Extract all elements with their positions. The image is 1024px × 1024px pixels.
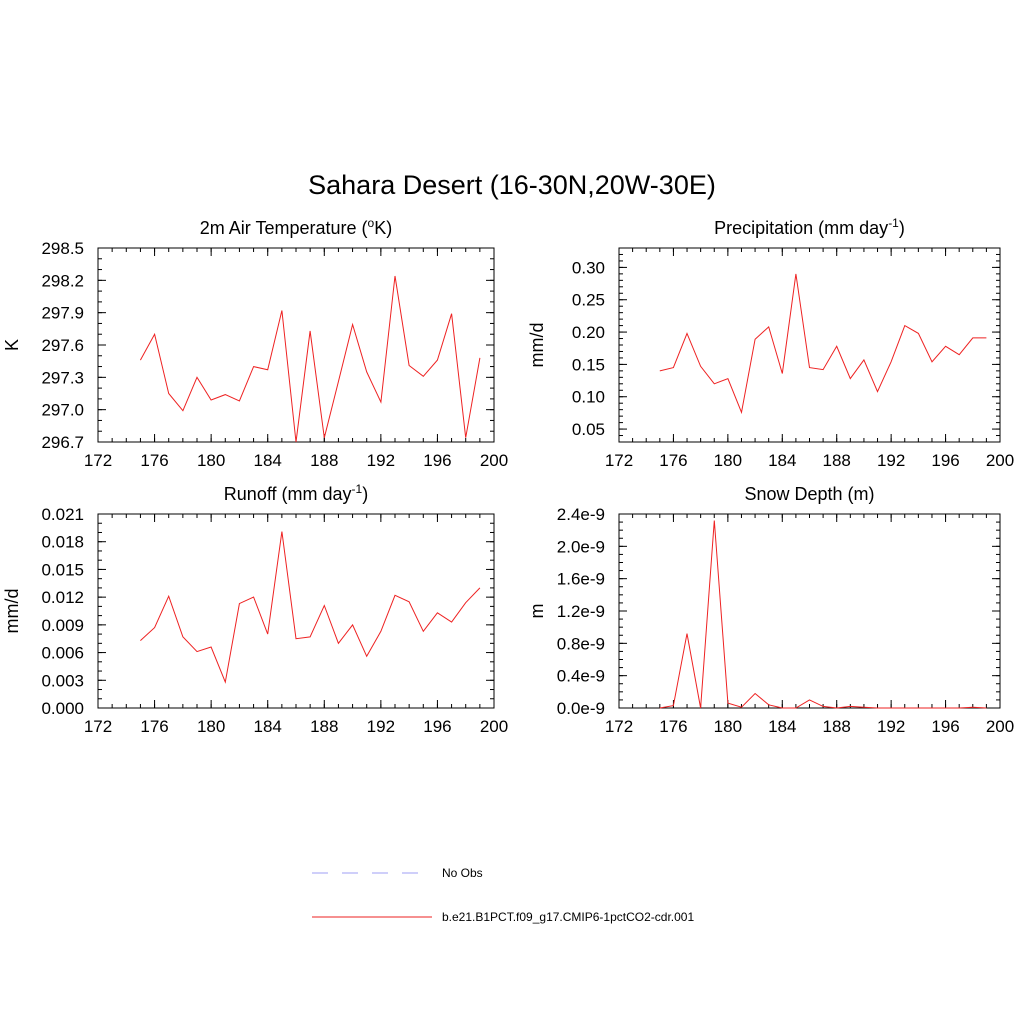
y-tick-label: 0.006 <box>41 644 84 663</box>
series-line <box>139 275 481 443</box>
x-tick-label: 176 <box>140 451 168 470</box>
panel-title-text: Precipitation (mm day <box>714 218 888 238</box>
legend: No Obs b.e21.B1PCT.f09_g17.CMIP6-1pctCO2… <box>312 866 694 924</box>
y-tick-label: 297.6 <box>41 336 84 355</box>
y-tick-label: 0.018 <box>41 533 84 552</box>
x-tick-label: 196 <box>423 451 451 470</box>
y-tick-label: 296.7 <box>41 433 84 452</box>
panel-snow-depth: 172 176 180 184 188 192 196 200 0.0e-9 0.4e-9 0.8e… <box>527 484 1014 736</box>
x-tick-label: 192 <box>877 717 905 736</box>
x-tick-label: 192 <box>367 717 395 736</box>
x-tick-label: 176 <box>659 451 687 470</box>
x-tick-label: 184 <box>254 451 282 470</box>
x-tick-label: 188 <box>823 451 851 470</box>
y-tick-label: 0.0e-9 <box>557 699 605 718</box>
y-axis-label: mm/d <box>527 323 547 368</box>
x-tick-label: 180 <box>714 451 742 470</box>
y-tick-label: 0.20 <box>572 323 605 342</box>
panel-title-tail: ) <box>899 218 905 238</box>
y-axis-label: mm/d <box>2 589 22 634</box>
y-tick-label: 297.0 <box>41 401 84 420</box>
x-tick-label: 172 <box>84 717 112 736</box>
panel-air-temperature: 172 176 180 184 188 192 196 200 296.7 297.0 297.3 2… <box>2 216 508 470</box>
panel-precipitation: 172 176 180 184 188 192 196 200 0.05 0.10 0.15 0.20… <box>527 216 1014 470</box>
figure-title: Sahara Desert (16-30N,20W-30E) <box>308 170 716 200</box>
y-tick-label: 0.4e-9 <box>557 667 605 686</box>
panel-title-text: Snow Depth (m) <box>744 484 874 504</box>
legend-label-model-run: b.e21.B1PCT.f09_g17.CMIP6-1pctCO2-cdr.00… <box>442 910 694 924</box>
panel-title-tail: ) <box>362 484 368 504</box>
panel-title-superscript: -1 <box>352 482 363 496</box>
y-tick-label: 0.012 <box>41 588 84 607</box>
panel-title-tail: K) <box>374 218 392 238</box>
x-tick-label: 176 <box>140 717 168 736</box>
plot-frame <box>618 247 1001 443</box>
series-line <box>659 273 987 415</box>
y-tick-label: 0.25 <box>572 291 605 310</box>
y-tick-label: 1.6e-9 <box>557 570 605 589</box>
y-tick-label: 2.0e-9 <box>557 537 605 556</box>
x-tick-label: 196 <box>931 451 959 470</box>
x-tick-label: 188 <box>310 451 338 470</box>
y-tick-label: 298.5 <box>41 239 84 258</box>
x-tick-label: 192 <box>367 451 395 470</box>
legend-label-no-obs: No Obs <box>442 866 483 880</box>
y-axis-label: m <box>527 604 547 619</box>
x-tick-label: 200 <box>480 451 508 470</box>
x-tick-label: 188 <box>823 717 851 736</box>
y-axis-label: K <box>2 339 22 351</box>
x-tick-label: 200 <box>986 717 1014 736</box>
x-tick-label: 196 <box>423 717 451 736</box>
x-tick-label: 172 <box>605 451 633 470</box>
x-tick-label: 180 <box>197 717 225 736</box>
x-tick-label: 200 <box>986 451 1014 470</box>
x-tick-label: 192 <box>877 451 905 470</box>
x-tick-label: 176 <box>659 717 687 736</box>
x-tick-label: 180 <box>197 451 225 470</box>
y-tick-label: 2.4e-9 <box>557 505 605 524</box>
y-tick-label: 0.05 <box>572 420 605 439</box>
panel-runoff: 172 176 180 184 188 192 196 200 0.000 0.003 0.006 0… <box>2 482 508 736</box>
y-tick-label: 0.10 <box>572 388 605 407</box>
x-tick-label: 196 <box>931 717 959 736</box>
y-tick-label: 0.000 <box>41 699 84 718</box>
series-line <box>140 531 481 684</box>
panel-title-text: Runoff (mm day <box>224 484 352 504</box>
y-tick-label: 0.015 <box>41 560 84 579</box>
y-tick-label: 0.15 <box>572 355 605 374</box>
y-tick-label: 0.003 <box>41 671 84 690</box>
y-tick-label: 0.30 <box>572 258 605 277</box>
x-tick-label: 172 <box>605 717 633 736</box>
panel-title: 2m Air Temperature (oK) <box>200 216 392 238</box>
panel-title-text: 2m Air Temperature ( <box>200 218 368 238</box>
panel-title: Runoff (mm day-1) <box>224 482 368 504</box>
y-tick-label: 297.3 <box>41 368 84 387</box>
y-tick-label: 0.021 <box>41 505 84 524</box>
series-line <box>659 520 987 709</box>
panel-title: Precipitation (mm day-1) <box>714 216 905 238</box>
panel-title-superscript: o <box>368 216 375 230</box>
y-tick-label: 297.9 <box>41 304 84 323</box>
x-tick-label: 180 <box>714 717 742 736</box>
x-tick-label: 172 <box>84 451 112 470</box>
panel-title-superscript: -1 <box>888 216 899 230</box>
x-tick-label: 200 <box>480 717 508 736</box>
y-tick-label: 0.009 <box>41 616 84 635</box>
y-tick-label: 0.8e-9 <box>557 634 605 653</box>
x-tick-label: 188 <box>310 717 338 736</box>
y-tick-label: 298.2 <box>41 271 84 290</box>
x-tick-label: 184 <box>768 717 796 736</box>
y-tick-label: 1.2e-9 <box>557 602 605 621</box>
panel-title: Snow Depth (m) <box>744 484 874 504</box>
x-tick-label: 184 <box>254 717 282 736</box>
x-tick-label: 184 <box>768 451 796 470</box>
plot-frame <box>97 513 495 709</box>
plot-frame <box>618 513 1001 709</box>
